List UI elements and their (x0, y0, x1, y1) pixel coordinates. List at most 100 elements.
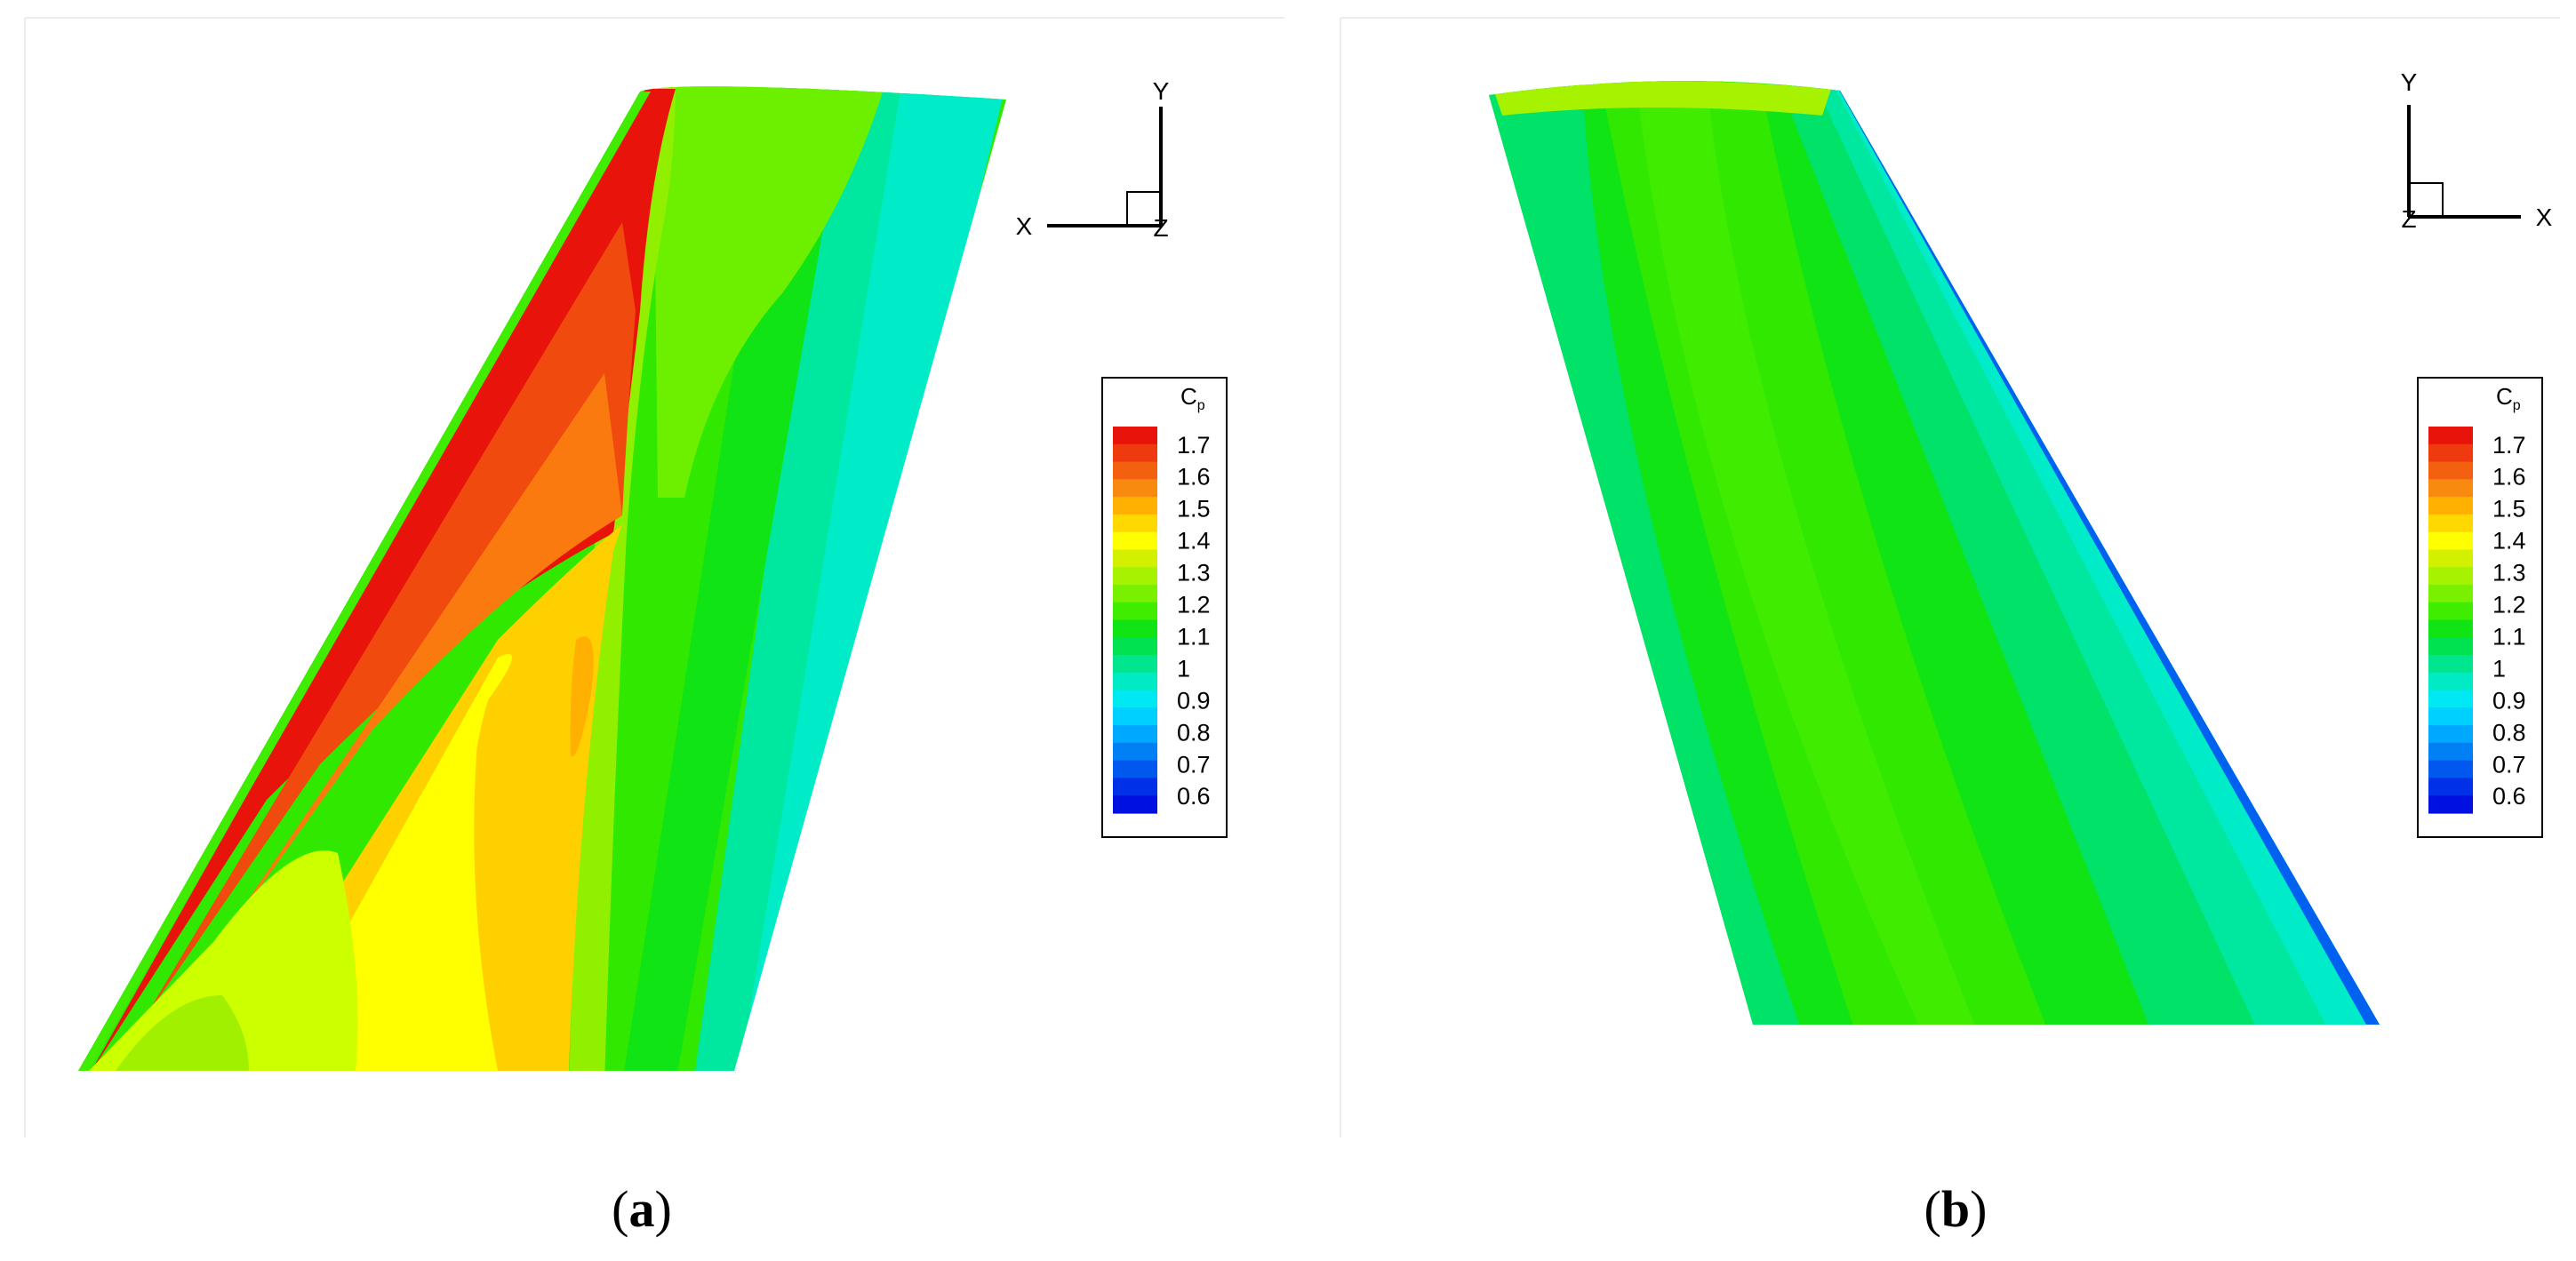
triad-y-label: Y (2401, 68, 2418, 96)
legend-swatch (1113, 549, 1157, 568)
legend-tick-label: 0.9 (2492, 687, 2526, 714)
legend-swatch (2428, 690, 2473, 708)
triad-z-box (2408, 182, 2444, 218)
legend-tick-label: 1 (2492, 655, 2506, 682)
legend-tick-label: 1.1 (2492, 623, 2526, 650)
legend-swatch (1113, 619, 1157, 638)
triad-x-label: X (2536, 204, 2553, 231)
legend-tick-labels: 1.7 1.6 1.5 1.4 1.3 1.2 1.1 1 0.9 0.8 0.7 0.6 (2492, 432, 2526, 810)
contour-orange-pocket (570, 636, 594, 757)
legend-swatch (1113, 778, 1157, 796)
legend-swatch (1113, 760, 1157, 779)
legend-tick-label: 1.6 (2492, 464, 2526, 491)
legend-swatch (1113, 637, 1157, 656)
contour-upper-lightgreen (653, 86, 889, 498)
legend-swatch (1113, 497, 1157, 515)
legend-tick-label: 1.4 (1177, 528, 1211, 555)
legend-swatch (2428, 655, 2473, 674)
legend-swatch (2428, 514, 2473, 533)
legend-swatch (2428, 602, 2473, 621)
legend-swatch (1113, 795, 1157, 814)
colorbar-legend-a: Cp 1.7 1.6 1.5 1.4 1.3 1.2 1.1 1 0.9 0.8 0.7 0.6 (1101, 377, 1228, 838)
colorbar-legend-b: Cp 1.7 1.6 1.5 1.4 1.3 1.2 1.1 1 0.9 0.8 0.7 0.6 (2417, 377, 2543, 838)
legend-tick-labels: 1.7 1.6 1.5 1.4 1.3 1.2 1.1 1 0.9 0.8 0.7 0.6 (1177, 432, 1211, 810)
legend-swatch (2428, 479, 2473, 498)
legend-title: Cp (1180, 383, 1205, 413)
triad-z-label: Z (2401, 205, 2416, 233)
contour-yellowgreen-root (89, 850, 358, 1071)
triad-y-label: Y (1153, 77, 1170, 105)
legend-color-swatches (1113, 427, 1157, 814)
axis-triad-b: Y X Z (2401, 68, 2553, 233)
legend-swatch (1113, 427, 1157, 445)
legend-swatch (1113, 584, 1157, 603)
legend-swatch (1113, 655, 1157, 674)
legend-swatch (2428, 497, 2473, 515)
legend-tick-label: 1.2 (2492, 592, 2526, 619)
contour-left-mint (1489, 81, 1813, 1025)
legend-swatch (2428, 619, 2473, 638)
legend-title: Cp (2496, 383, 2521, 413)
legend-tick-label: 1.5 (2492, 496, 2526, 523)
legend-tick-label: 1.1 (1177, 623, 1211, 650)
triad-z-label: Z (1153, 214, 1168, 242)
legend-swatch (1113, 461, 1157, 480)
legend-tick-label: 1.7 (2492, 432, 2526, 459)
legend-tick-label: 1.4 (2492, 528, 2526, 555)
contour-yellow-center (347, 675, 498, 1071)
legend-tick-label: 0.8 (1177, 719, 1211, 746)
triad-x-label: X (1016, 212, 1033, 240)
legend-swatch (2428, 672, 2473, 691)
legend-swatch (2428, 427, 2473, 445)
wing-surface-b (1489, 81, 2380, 1025)
legend-swatch (2428, 531, 2473, 551)
legend-tick-label: 0.6 (1177, 783, 1211, 810)
contour-mid-green (622, 86, 853, 1072)
axis-triad-a: Y X Z (1016, 77, 1170, 242)
legend-tick-label: 1.3 (2492, 560, 2526, 587)
legend-swatch (2428, 778, 2473, 796)
legend-swatch (2428, 637, 2473, 656)
legend-tick-label: 0.8 (2492, 719, 2526, 746)
contour-tip-yellowgreen (1493, 81, 1831, 116)
legend-swatch (1113, 531, 1157, 551)
legend-tick-label: 1.7 (1177, 432, 1211, 459)
legend-swatch (2428, 443, 2473, 463)
legend-swatch (2428, 742, 2473, 762)
legend-swatch (2428, 725, 2473, 744)
legend-color-swatches (2428, 427, 2473, 814)
legend-tick-label: 0.7 (2492, 751, 2526, 778)
legend-tick-label: 1.2 (1177, 592, 1211, 619)
legend-tick-label: 0.6 (2492, 783, 2526, 810)
triad-z-box (1126, 191, 1162, 227)
contour-red-region (89, 89, 676, 1072)
legend-swatch (1113, 725, 1157, 744)
contour-center-lightgreen (1636, 81, 1991, 1025)
contour-yellow-green-band (569, 86, 676, 1072)
legend-tick-label: 1 (1177, 655, 1190, 682)
legend-swatch (2428, 567, 2473, 586)
legend-swatch (2428, 584, 2473, 603)
legend-tick-label: 0.7 (1177, 751, 1211, 778)
legend-swatch (1113, 567, 1157, 586)
legend-swatch (2428, 549, 2473, 568)
legend-tick-label: 1.6 (1177, 464, 1211, 491)
contour-lightgreen-root (116, 995, 249, 1071)
legend-swatch (2428, 760, 2473, 779)
panel-label-a: (a) (612, 1180, 672, 1238)
panel-label-b: (b) (1924, 1180, 1988, 1238)
legend-swatch (1113, 672, 1157, 691)
legend-swatch (1113, 707, 1157, 726)
legend-tick-label: 1.5 (1177, 496, 1211, 523)
legend-tick-label: 1.3 (1177, 560, 1211, 587)
legend-swatch (1113, 514, 1157, 533)
legend-swatch (2428, 707, 2473, 726)
legend-swatch (2428, 795, 2473, 814)
legend-swatch (1113, 742, 1157, 762)
contour-red-orange (142, 222, 636, 1022)
legend-swatch (1113, 479, 1157, 498)
legend-swatch (2428, 461, 2473, 480)
contour-leading-edge-strip (78, 92, 651, 1071)
legend-swatch (1113, 443, 1157, 463)
legend-tick-label: 0.9 (1177, 687, 1211, 714)
